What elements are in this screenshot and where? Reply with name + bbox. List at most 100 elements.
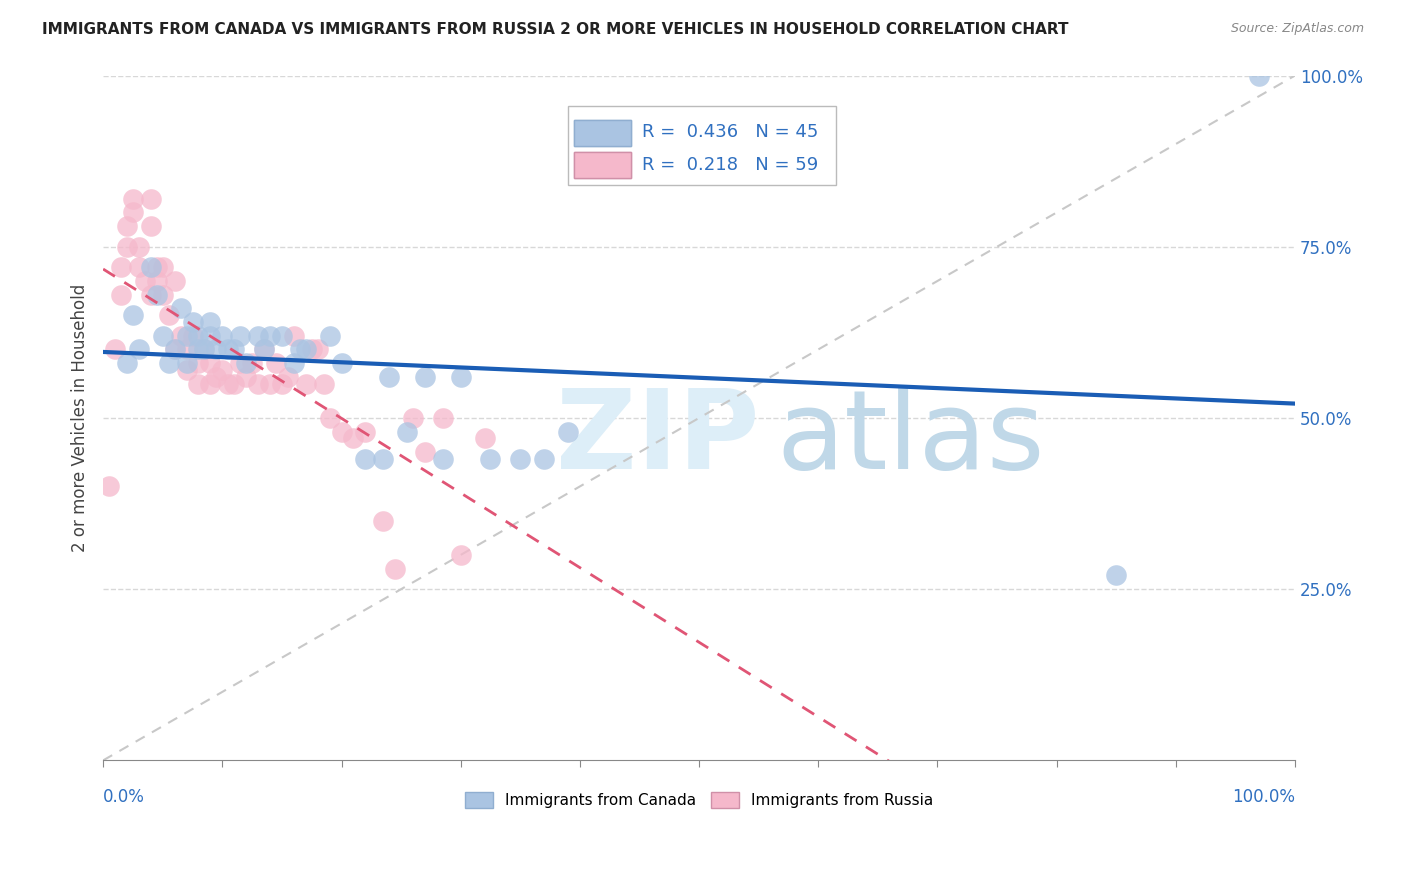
Point — [152, 328, 174, 343]
Point — [474, 432, 496, 446]
Point — [163, 343, 186, 357]
Point — [176, 343, 198, 357]
Point — [157, 308, 180, 322]
Point — [384, 561, 406, 575]
Point — [271, 376, 294, 391]
Point — [259, 376, 281, 391]
Point — [128, 260, 150, 275]
Point — [283, 328, 305, 343]
Point — [181, 328, 204, 343]
Point — [330, 356, 353, 370]
Text: 100.0%: 100.0% — [1232, 788, 1295, 805]
Point — [373, 452, 395, 467]
Point — [98, 479, 121, 493]
Point — [200, 356, 222, 370]
FancyBboxPatch shape — [568, 106, 837, 186]
Point — [163, 274, 186, 288]
Point — [373, 514, 395, 528]
Point — [115, 240, 138, 254]
Point — [312, 376, 335, 391]
Point — [240, 356, 263, 370]
Y-axis label: 2 or more Vehicles in Household: 2 or more Vehicles in Household — [72, 284, 89, 552]
Point — [139, 287, 162, 301]
Point — [479, 452, 502, 467]
Point — [169, 301, 191, 316]
Point — [533, 452, 555, 467]
Point — [128, 343, 150, 357]
Point — [342, 432, 364, 446]
Point — [176, 363, 198, 377]
Point — [205, 343, 228, 357]
Point — [450, 548, 472, 562]
Point — [301, 343, 323, 357]
Point — [200, 315, 222, 329]
Point — [176, 356, 198, 370]
Point — [152, 260, 174, 275]
Text: ZIP: ZIP — [555, 385, 759, 492]
Point — [122, 192, 145, 206]
Point — [224, 376, 246, 391]
Point — [259, 328, 281, 343]
Point — [187, 343, 209, 357]
Legend: Immigrants from Canada, Immigrants from Russia: Immigrants from Canada, Immigrants from … — [458, 786, 939, 814]
Point — [110, 260, 132, 275]
Point — [152, 287, 174, 301]
Point — [235, 369, 257, 384]
Point — [413, 369, 436, 384]
Point — [402, 411, 425, 425]
FancyBboxPatch shape — [574, 120, 631, 146]
Point — [139, 192, 162, 206]
Point — [145, 260, 167, 275]
Point — [139, 260, 162, 275]
Point — [294, 376, 316, 391]
Point — [378, 369, 401, 384]
Point — [193, 343, 215, 357]
Point — [128, 240, 150, 254]
Point — [163, 343, 186, 357]
Point — [307, 343, 329, 357]
Point — [318, 328, 340, 343]
Text: IMMIGRANTS FROM CANADA VS IMMIGRANTS FROM RUSSIA 2 OR MORE VEHICLES IN HOUSEHOLD: IMMIGRANTS FROM CANADA VS IMMIGRANTS FRO… — [42, 22, 1069, 37]
Point — [169, 328, 191, 343]
Point — [187, 356, 209, 370]
Point — [122, 205, 145, 219]
Point — [145, 287, 167, 301]
Point — [288, 343, 311, 357]
Point — [110, 287, 132, 301]
Point — [330, 425, 353, 439]
Text: R =  0.436   N = 45: R = 0.436 N = 45 — [643, 123, 818, 141]
Point — [432, 452, 454, 467]
Point — [1105, 568, 1128, 582]
Point — [181, 315, 204, 329]
Point — [145, 274, 167, 288]
Point — [211, 363, 233, 377]
Point — [294, 343, 316, 357]
Point — [557, 425, 579, 439]
Text: atlas: atlas — [776, 385, 1045, 492]
Point — [354, 425, 377, 439]
Point — [247, 376, 270, 391]
Point — [229, 328, 252, 343]
Point — [229, 356, 252, 370]
Point — [247, 328, 270, 343]
Point — [235, 356, 257, 370]
Point — [217, 343, 239, 357]
Point — [115, 219, 138, 234]
Point — [277, 369, 299, 384]
Point — [271, 328, 294, 343]
Point — [318, 411, 340, 425]
Point — [193, 343, 215, 357]
Point — [157, 356, 180, 370]
Point — [450, 369, 472, 384]
Point — [413, 445, 436, 459]
Point — [122, 308, 145, 322]
Point — [205, 369, 228, 384]
Point — [104, 343, 127, 357]
Text: Source: ZipAtlas.com: Source: ZipAtlas.com — [1230, 22, 1364, 36]
Text: 0.0%: 0.0% — [103, 788, 145, 805]
Point — [211, 328, 233, 343]
Point — [354, 452, 377, 467]
Point — [200, 328, 222, 343]
Point — [253, 343, 276, 357]
Point — [176, 328, 198, 343]
